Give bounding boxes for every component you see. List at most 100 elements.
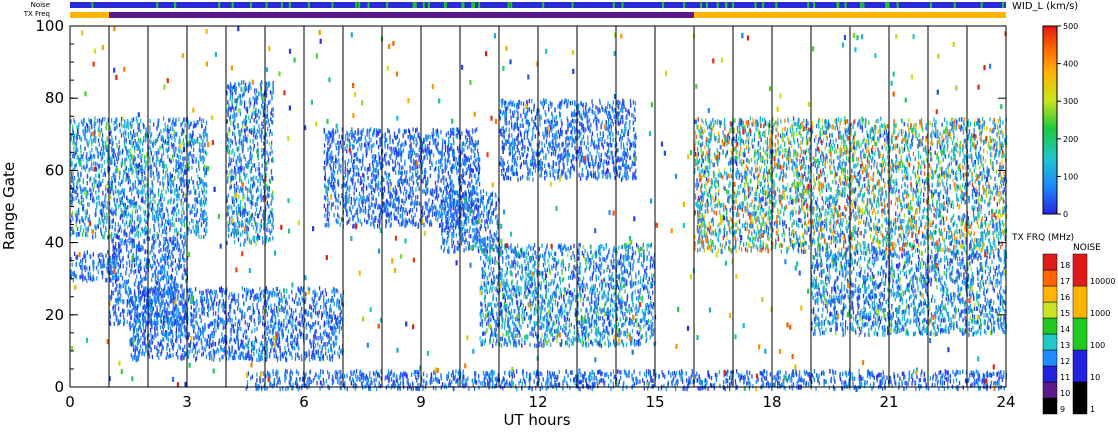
echo-cell: [234, 226, 236, 231]
echo-cell: [254, 114, 257, 119]
echo-cell: [112, 236, 115, 241]
echo-cell: [76, 155, 78, 160]
echo-cell: [281, 335, 284, 340]
echo-cell: [202, 309, 204, 314]
echo-cell: [262, 315, 264, 320]
echo-cell: [181, 210, 183, 216]
echo-cell: [153, 162, 155, 167]
echo-cell: [141, 171, 143, 177]
echo-cell: [276, 341, 278, 346]
echo-cell: [149, 307, 151, 313]
echo-cell: [256, 303, 258, 308]
echo-cell: [254, 327, 256, 333]
echo-cell: [143, 286, 145, 291]
echo-cell: [124, 202, 126, 208]
echo-cell: [318, 286, 321, 291]
echo-cell: [161, 207, 163, 212]
echo-cell: [139, 263, 141, 268]
echo-cell: [243, 329, 246, 335]
echo-cell: [118, 122, 121, 128]
echo-cell: [134, 352, 136, 358]
echo-cell: [250, 316, 252, 322]
echo-cell: [178, 318, 181, 323]
echo-cell: [170, 296, 172, 301]
echo-cell: [129, 298, 131, 304]
echo-cell: [179, 323, 181, 328]
echo-cell: [173, 287, 176, 293]
echo-cell: [276, 358, 279, 363]
echo-cell: [237, 343, 239, 348]
echo-cell: [128, 176, 130, 181]
echo-cell: [173, 296, 175, 301]
echo-cell: [113, 149, 115, 154]
echo-cell: [75, 222, 77, 228]
echo-cell: [172, 334, 174, 339]
echo-cell: [262, 213, 264, 218]
echo-cell: [258, 356, 260, 361]
echo-cell: [144, 336, 146, 341]
echo-cell: [164, 239, 167, 245]
echo-cell: [78, 178, 80, 183]
echo-cell: [259, 82, 262, 87]
echo-cell: [84, 167, 86, 172]
echo-cell: [246, 354, 249, 359]
echo-cell: [151, 180, 153, 185]
echo-cell: [83, 187, 85, 192]
echo-cell: [160, 341, 162, 346]
echo-cell: [146, 183, 148, 188]
echo-cell: [142, 229, 144, 234]
echo-cell: [72, 136, 75, 141]
echo-cell: [152, 158, 154, 163]
echo-cell: [285, 315, 287, 320]
echo-cell: [141, 278, 143, 283]
echo-cell: [235, 175, 237, 180]
echo-cell: [250, 239, 253, 244]
echo-cell: [157, 118, 159, 124]
echo-cell: [213, 333, 215, 339]
echo-cell: [435, 144, 437, 149]
echo-cell: [207, 324, 209, 329]
echo-cell: [175, 282, 178, 288]
echo-cell: [107, 161, 109, 166]
echo-cell: [109, 166, 111, 172]
echo-cell: [265, 161, 267, 166]
noise-strip-tick: [412, 2, 415, 8]
echo-cell: [118, 139, 120, 145]
echo-cell: [128, 235, 130, 241]
echo-cell: [266, 354, 268, 360]
echo-cell: [112, 250, 115, 256]
echo-cell: [141, 351, 143, 356]
echo-cell: [186, 307, 189, 312]
echo-cell: [262, 119, 265, 124]
echo-cell: [157, 156, 159, 162]
echo-cell: [182, 291, 184, 296]
echo-cell: [238, 346, 241, 351]
echo-cell: [184, 328, 186, 333]
echo-cell: [159, 342, 161, 347]
echo-cell: [334, 326, 336, 331]
echo-cell: [114, 245, 117, 251]
echo-cell: [235, 195, 237, 200]
echo-cell: [234, 84, 236, 90]
echo-cell: [101, 163, 103, 169]
echo-cell: [70, 271, 72, 276]
echo-cell: [266, 194, 268, 200]
echo-cell: [259, 318, 261, 323]
echo-cell: [120, 200, 122, 205]
echo-cell: [134, 201, 136, 206]
echo-cell: [80, 148, 82, 153]
echo-cell: [269, 151, 271, 156]
echo-cell: [274, 314, 277, 320]
echo-cell: [167, 321, 169, 326]
echo-cell: [243, 118, 245, 124]
noise-strip-tick: [705, 2, 708, 8]
echo-cell: [148, 314, 151, 319]
echo-cell: [143, 182, 145, 187]
echo-cell: [80, 259, 82, 264]
echo-cell: [152, 194, 154, 200]
noise-strip-tick: [813, 2, 816, 8]
echo-cell: [230, 304, 232, 310]
echo-cell: [75, 133, 78, 138]
echo-cell: [203, 129, 205, 134]
echo-cell: [84, 146, 86, 151]
